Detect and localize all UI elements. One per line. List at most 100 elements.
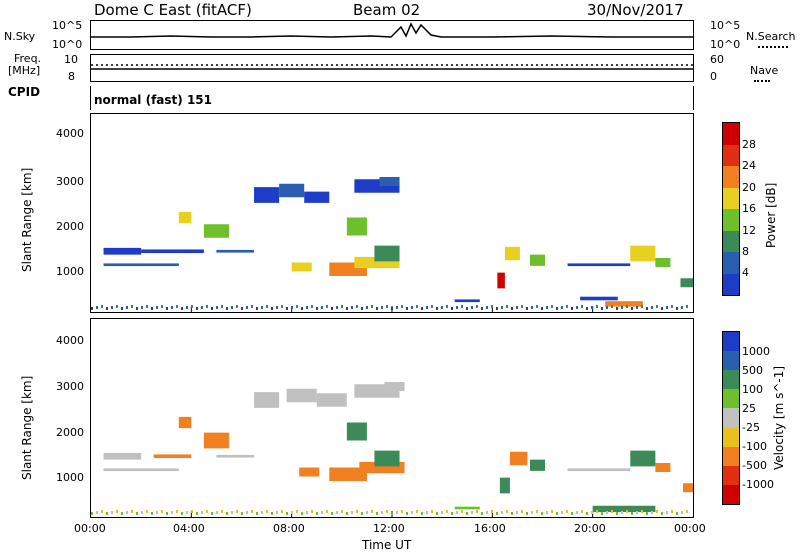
near-range-echo xyxy=(416,510,418,513)
near-range-echo xyxy=(651,306,653,309)
near-range-echo xyxy=(351,306,353,309)
near-range-echo xyxy=(616,307,618,310)
echo-patch xyxy=(346,422,367,441)
nave-tick-bottom: 0 xyxy=(710,70,717,83)
near-range-echo xyxy=(506,510,508,513)
near-range-echo xyxy=(171,306,173,309)
nsky-tick-bottom: 10^0 xyxy=(52,38,83,51)
near-range-echo xyxy=(501,306,503,309)
echo-patch xyxy=(141,249,204,254)
near-range-echo xyxy=(401,510,403,513)
near-range-echo xyxy=(676,307,678,310)
echo-patch xyxy=(304,191,330,203)
nsearch-tick-bottom: 10^0 xyxy=(710,38,741,51)
near-range-echo xyxy=(441,306,443,309)
power-colorbar xyxy=(722,122,740,296)
nsky-panel xyxy=(90,20,694,50)
near-range-echo xyxy=(111,306,113,309)
near-range-echo xyxy=(161,305,163,308)
near-range-echo xyxy=(636,511,638,514)
near-range-echo xyxy=(661,307,663,310)
near-range-echo xyxy=(121,307,123,310)
near-range-echo xyxy=(316,512,318,515)
near-range-echo xyxy=(236,510,238,513)
near-range-echo xyxy=(351,511,353,514)
near-range-echo xyxy=(681,511,683,514)
echo-patch xyxy=(153,454,192,459)
echo-patch xyxy=(329,467,367,481)
near-range-echo xyxy=(131,510,133,513)
near-range-echo xyxy=(296,510,298,513)
near-range-echo xyxy=(251,305,253,308)
near-range-echo xyxy=(436,307,438,310)
colorbar-segment xyxy=(723,144,739,166)
near-range-echo xyxy=(431,510,433,513)
near-range-echo xyxy=(611,510,613,513)
near-range-echo xyxy=(241,512,243,515)
near-range-echo xyxy=(256,512,258,515)
near-range-echo xyxy=(626,510,628,513)
near-range-echo xyxy=(141,306,143,309)
near-range-echo xyxy=(576,306,578,309)
near-range-echo xyxy=(306,511,308,514)
near-range-echo xyxy=(531,511,533,514)
near-range-echo xyxy=(486,306,488,309)
near-range-echo xyxy=(286,307,288,310)
echo-patch xyxy=(216,454,255,458)
near-range-echo xyxy=(151,512,153,515)
near-range-echo xyxy=(606,306,608,309)
echo-patch xyxy=(655,463,671,472)
near-range-echo xyxy=(656,305,658,308)
near-range-echo xyxy=(471,306,473,309)
near-range-echo xyxy=(111,511,113,514)
echo-patch xyxy=(203,224,229,238)
near-range-echo xyxy=(581,305,583,308)
station-title: Dome C East (fitACF) xyxy=(94,1,252,19)
near-range-echo xyxy=(466,512,468,515)
near-range-echo xyxy=(666,511,668,514)
near-range-echo xyxy=(181,307,183,310)
near-range-echo xyxy=(321,306,323,309)
xtick-2: 08:00 xyxy=(273,522,305,535)
near-range-echo xyxy=(681,306,683,309)
near-range-echo xyxy=(511,307,513,310)
near-range-echo xyxy=(346,512,348,515)
near-range-echo xyxy=(341,510,343,513)
near-range-echo xyxy=(391,307,393,310)
near-range-echo xyxy=(621,306,623,309)
near-range-echo xyxy=(291,511,293,514)
freq-trace xyxy=(91,64,693,70)
vel-cb-tick-m100: -100 xyxy=(742,440,767,453)
power-ytick-2000: 2000 xyxy=(56,220,84,233)
colorbar-segment xyxy=(723,370,739,390)
nsearch-legend-line xyxy=(758,46,788,48)
power-cb-label: Power [dB] xyxy=(764,182,778,248)
near-range-echo xyxy=(311,305,313,308)
near-range-echo xyxy=(386,510,388,513)
colorbar-segment xyxy=(723,166,739,188)
echo-patch xyxy=(103,452,142,460)
near-range-echo xyxy=(141,511,143,514)
echo-patch xyxy=(580,296,618,301)
near-range-echo xyxy=(601,307,603,310)
near-range-echo xyxy=(181,512,183,515)
near-range-echo xyxy=(416,305,418,308)
near-range-echo xyxy=(491,510,493,513)
date-title: 30/Nov/2017 xyxy=(587,1,684,19)
near-range-echo xyxy=(606,511,608,514)
colorbar-segment xyxy=(723,273,739,295)
near-range-echo xyxy=(171,511,173,514)
near-range-echo xyxy=(661,512,663,515)
near-range-echo xyxy=(256,307,258,310)
vel-ytick-3000: 3000 xyxy=(56,380,84,393)
near-range-echo xyxy=(226,307,228,310)
vel-cb-tick-m1000: -1000 xyxy=(742,478,774,491)
near-range-echo xyxy=(106,307,108,310)
near-range-echo xyxy=(311,510,313,513)
echo-patch xyxy=(567,468,631,472)
near-range-echo xyxy=(616,512,618,515)
near-range-echo xyxy=(576,511,578,514)
near-range-echo xyxy=(271,512,273,515)
near-range-echo xyxy=(186,306,188,309)
near-range-echo xyxy=(301,307,303,310)
